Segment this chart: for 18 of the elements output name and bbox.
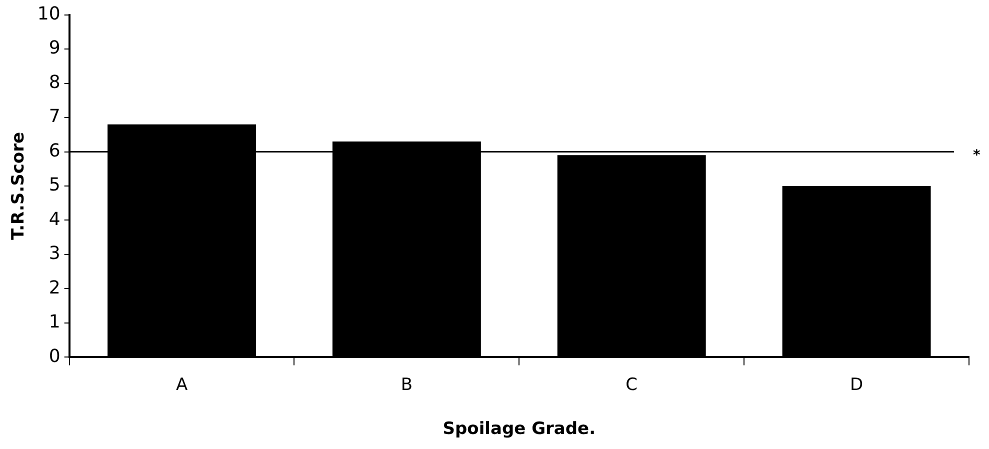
y-tick-label: 6 — [48, 140, 60, 162]
ref-line-label: * — [973, 147, 981, 164]
y-axis-title: T.R.S.Score — [8, 132, 29, 240]
y-tick-label: 5 — [48, 174, 60, 196]
y-tick-label: 7 — [48, 106, 60, 128]
y-tick-label: 10 — [37, 3, 60, 24]
y-tick-label: 9 — [48, 38, 60, 59]
y-tick-label: 1 — [48, 312, 60, 333]
x-tick-label: B — [400, 374, 413, 395]
x-tick-label: D — [850, 374, 864, 395]
y-tick-label: 2 — [48, 277, 60, 298]
x-axis-title: Spoilage Grade. — [442, 419, 596, 440]
x-tick-label: C — [626, 374, 638, 395]
x-tick-label: A — [176, 374, 188, 395]
y-tick-label: 0 — [48, 346, 60, 367]
y-tick-label: 8 — [48, 72, 60, 93]
y-tick-label: 4 — [48, 208, 60, 230]
y-tick-label: 3 — [48, 243, 60, 264]
